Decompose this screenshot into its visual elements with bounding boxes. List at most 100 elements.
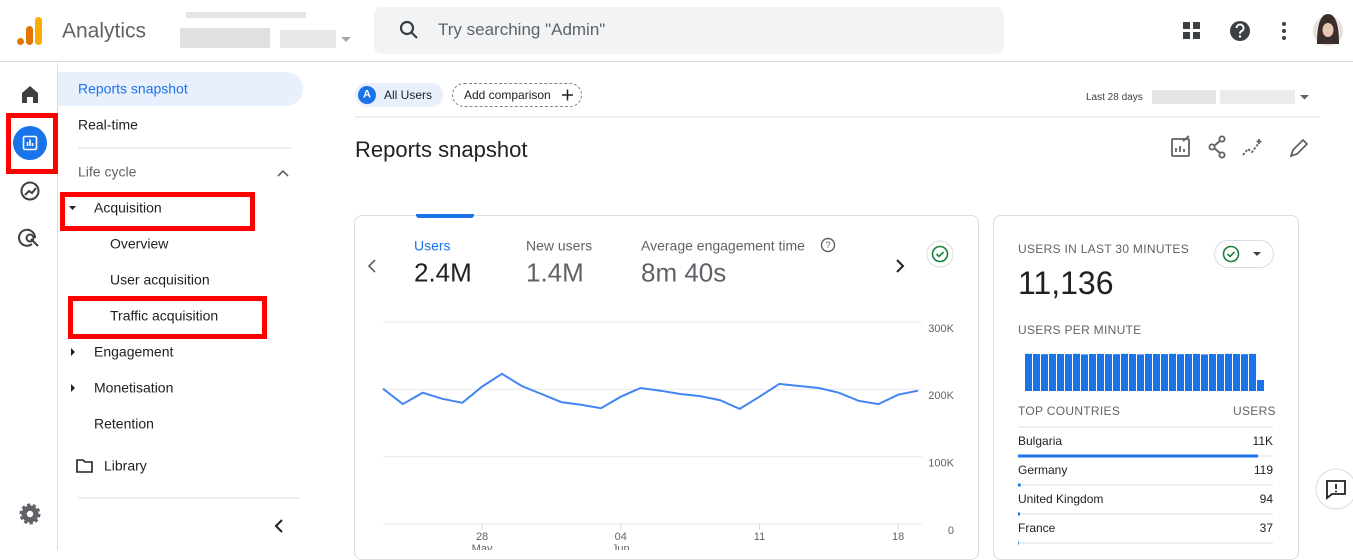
- y-tick-label: 200K: [928, 390, 954, 402]
- expand-arrow[interactable]: [69, 206, 76, 210]
- feedback-button[interactable]: [1315, 468, 1353, 510]
- minute-bar: [1177, 354, 1184, 391]
- nav-item[interactable]: Engagement: [94, 343, 174, 360]
- highlight-box: [60, 192, 255, 231]
- add-comparison-chip[interactable]: [452, 83, 582, 107]
- explore-icon[interactable]: [20, 181, 40, 201]
- status-dropdown[interactable]: [1214, 240, 1274, 268]
- more-icon[interactable]: [1282, 22, 1286, 40]
- metric-value: 2.4M: [414, 257, 472, 288]
- help-icon[interactable]: [1230, 21, 1250, 41]
- expand-arrow[interactable]: [71, 348, 75, 356]
- nav-selected-bg: [58, 72, 303, 106]
- segment-name[interactable]: All Users: [384, 87, 433, 102]
- date-dropdown[interactable]: [1300, 95, 1309, 100]
- metric-label[interactable]: New users: [526, 237, 593, 254]
- y-tick-label: 0: [948, 525, 954, 537]
- search-box[interactable]: [374, 7, 1004, 54]
- report-actions[interactable]: [1171, 135, 1309, 159]
- minute-bar: [1201, 354, 1208, 391]
- minute-bar: [1033, 354, 1040, 391]
- x-tick-sublabel: Jun: [612, 543, 630, 550]
- minute-bar: [1105, 354, 1112, 391]
- header: [0, 0, 1353, 62]
- minute-bar: [1041, 354, 1048, 391]
- per-minute-label: USERS PER MINUTE: [1018, 322, 1142, 337]
- country-bar: [1018, 454, 1258, 458]
- metric-label[interactable]: Average engagement time: [641, 237, 805, 254]
- nav-item[interactable]: User acquisition: [110, 271, 210, 288]
- x-tick-label: 18: [892, 531, 904, 543]
- page-title: Reports snapshot: [355, 136, 528, 162]
- highlight-box: [6, 113, 58, 174]
- expand-arrow[interactable]: [71, 384, 75, 392]
- minute-bar: [1241, 354, 1248, 391]
- next-metric[interactable]: [896, 259, 905, 273]
- minute-bar: [1209, 354, 1216, 391]
- minute-bar: [1097, 353, 1104, 391]
- product-name: Analytics: [62, 19, 147, 43]
- country-bar: [1018, 483, 1021, 487]
- minute-bar: [1089, 354, 1096, 391]
- settings-icon[interactable]: [19, 503, 41, 525]
- minute-bar: [1217, 354, 1224, 391]
- nav-section[interactable]: Life cycle: [78, 163, 137, 180]
- search-icon: [399, 20, 418, 39]
- x-tick-label: 11: [754, 531, 765, 543]
- data-line: [382, 372, 919, 411]
- prev-metric[interactable]: [367, 259, 376, 273]
- minute-bar: [1129, 354, 1136, 391]
- y-tick-label: 100K: [928, 458, 954, 470]
- search-placeholder[interactable]: Try searching "Admin": [438, 19, 606, 39]
- nav-item[interactable]: Traffic acquisition: [110, 307, 219, 324]
- countries-header: TOP COUNTRIES: [1018, 403, 1121, 418]
- country-users: 94: [1260, 492, 1274, 506]
- minute-bar: [1081, 354, 1088, 391]
- collapse-chevron[interactable]: [277, 169, 289, 177]
- country-users: 119: [1254, 463, 1273, 477]
- minute-bar: [1249, 353, 1256, 391]
- date-blur: [1152, 90, 1295, 104]
- nav-item[interactable]: Monetisation: [94, 379, 174, 396]
- country-name: France: [1018, 521, 1056, 535]
- users-header: USERS: [1233, 403, 1276, 418]
- minute-bar: [1137, 354, 1144, 391]
- minute-bar: [1225, 353, 1232, 391]
- nav-item[interactable]: Library: [104, 457, 147, 474]
- collapse-nav[interactable]: [274, 519, 283, 533]
- folder-icon: [76, 459, 93, 473]
- minute-bar: [1153, 354, 1160, 391]
- metric-label[interactable]: Users: [414, 237, 451, 254]
- add-comparison[interactable]: Add comparison: [464, 87, 551, 102]
- info-icon[interactable]: ?: [820, 237, 836, 253]
- home-icon[interactable]: [22, 86, 38, 103]
- nav-item[interactable]: Real-time: [78, 116, 138, 133]
- icon-rail: [0, 63, 58, 550]
- avatar[interactable]: [1313, 14, 1343, 46]
- highlight-box: [68, 296, 267, 339]
- country-bar: [1018, 541, 1019, 545]
- metric-value: 1.4M: [526, 257, 584, 288]
- logo: [17, 17, 42, 45]
- date-range-label[interactable]: Last 28 days: [1086, 92, 1143, 103]
- advertising-icon[interactable]: [18, 228, 39, 247]
- nav-item[interactable]: Reports snapshot: [78, 80, 188, 97]
- nav-item[interactable]: Overview: [110, 235, 169, 252]
- nav-item[interactable]: Retention: [94, 415, 154, 432]
- reports-icon[interactable]: [22, 135, 38, 151]
- minute-bar: [1193, 353, 1200, 391]
- account-blur: [180, 12, 351, 48]
- status-check[interactable]: [926, 240, 954, 268]
- country-users: 11K: [1253, 434, 1273, 448]
- nav-item[interactable]: Acquisition: [94, 199, 162, 216]
- status-dropdown-icon[interactable]: [1222, 245, 1262, 263]
- minute-bar: [1233, 354, 1240, 391]
- minute-bar: [1049, 353, 1056, 391]
- minute-bar: [1185, 354, 1192, 391]
- tab-indicator: [416, 214, 474, 218]
- y-tick-label: 300K: [928, 323, 954, 335]
- x-tick-sublabel: May: [472, 543, 493, 550]
- minute-bar: [1121, 353, 1128, 391]
- apps-icon[interactable]: [1183, 22, 1200, 39]
